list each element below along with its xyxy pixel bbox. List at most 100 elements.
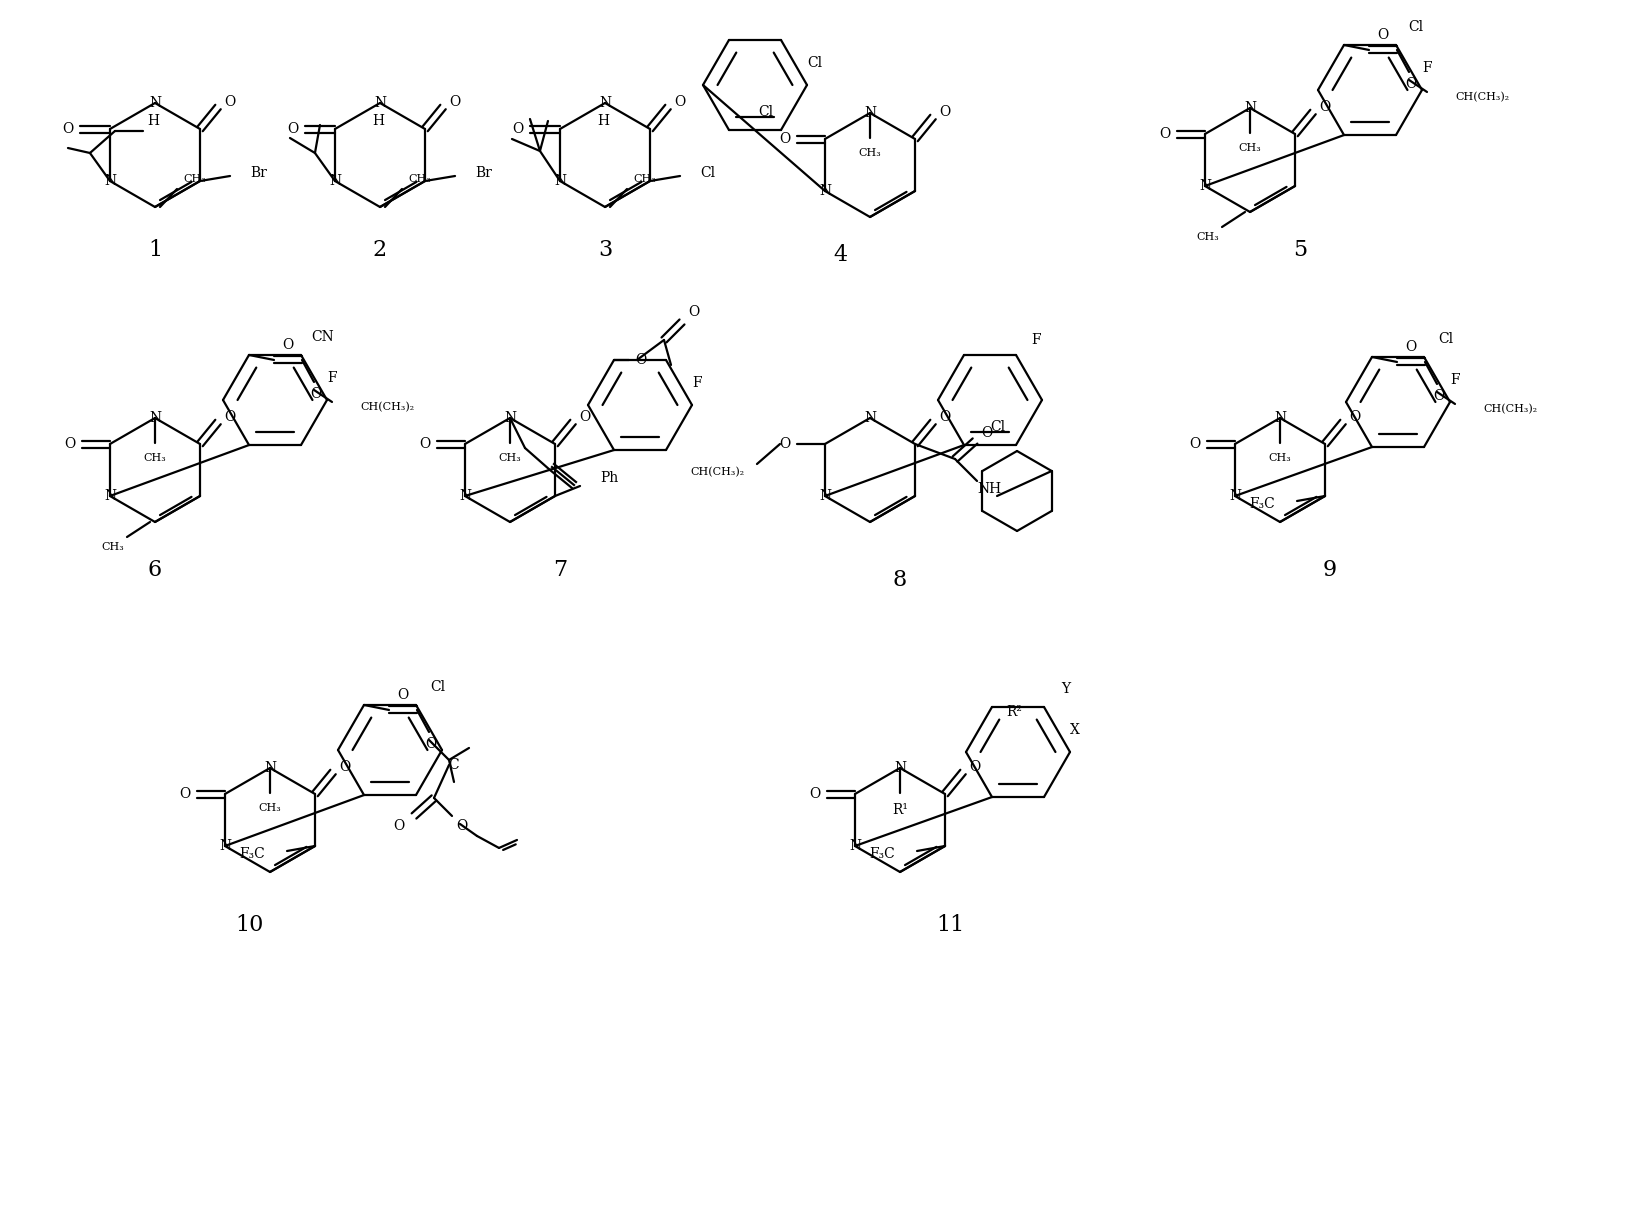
Text: Br: Br (250, 166, 266, 180)
Text: N: N (553, 174, 566, 189)
Text: Cl: Cl (806, 56, 823, 70)
Text: N: N (863, 411, 875, 426)
Text: O: O (1319, 100, 1330, 114)
Text: O: O (1376, 28, 1387, 42)
Text: F: F (1449, 374, 1459, 387)
Text: Cl: Cl (1438, 332, 1452, 346)
Text: CH(CH₃)₂: CH(CH₃)₂ (359, 401, 415, 412)
Text: CH₃: CH₃ (1268, 453, 1291, 463)
Text: O: O (1405, 340, 1415, 354)
Text: 1: 1 (149, 239, 162, 261)
Text: N: N (818, 184, 831, 198)
Text: O: O (938, 410, 950, 424)
Text: 8: 8 (893, 569, 906, 591)
Text: R¹: R¹ (891, 803, 907, 817)
Text: 9: 9 (1322, 559, 1337, 582)
Text: O: O (1433, 389, 1444, 403)
Text: Ph: Ph (599, 472, 619, 485)
Text: O: O (282, 339, 294, 352)
Text: N: N (374, 96, 385, 110)
Text: F: F (692, 376, 702, 391)
Text: N: N (149, 411, 162, 426)
Text: N: N (104, 174, 116, 189)
Text: F₃C: F₃C (240, 848, 264, 861)
Text: H: H (372, 114, 384, 128)
Text: O: O (287, 122, 299, 135)
Text: NH: NH (976, 482, 1000, 496)
Text: Cl: Cl (1407, 21, 1423, 34)
Text: N: N (1244, 102, 1255, 115)
Text: O: O (512, 122, 524, 135)
Text: O: O (1405, 77, 1415, 91)
Text: CH₃: CH₃ (101, 542, 124, 553)
Text: Br: Br (475, 166, 491, 180)
Text: CH₃: CH₃ (144, 453, 166, 463)
Text: N: N (599, 96, 610, 110)
Text: CN: CN (312, 330, 335, 345)
Text: CH(CH₃)₂: CH(CH₃)₂ (1454, 92, 1508, 102)
Text: N: N (818, 488, 831, 503)
Text: F: F (1030, 332, 1040, 347)
Text: R²: R² (1005, 705, 1022, 719)
Text: O: O (224, 96, 235, 109)
Text: O: O (180, 787, 191, 802)
Text: X: X (1069, 723, 1079, 737)
Text: Cl: Cl (431, 679, 446, 694)
Text: CH₃: CH₃ (858, 147, 881, 158)
Text: O: O (969, 760, 981, 774)
Text: O: O (1348, 410, 1359, 424)
Text: O: O (689, 305, 698, 319)
Text: O: O (393, 818, 405, 833)
Text: 3: 3 (597, 239, 612, 261)
Text: N: N (1229, 488, 1240, 503)
Text: 5: 5 (1293, 239, 1306, 261)
Text: CH₃: CH₃ (1196, 232, 1219, 242)
Text: 2: 2 (372, 239, 387, 261)
Text: 6: 6 (149, 559, 162, 582)
Text: N: N (149, 96, 162, 110)
Text: Cl: Cl (700, 166, 715, 180)
Text: O: O (419, 436, 431, 451)
Text: N: N (1273, 411, 1286, 426)
Text: CH₃: CH₃ (408, 174, 431, 184)
Text: Cl: Cl (757, 105, 774, 118)
Text: N: N (849, 839, 860, 854)
Text: N: N (504, 411, 516, 426)
Text: CH₃: CH₃ (498, 453, 521, 463)
Text: O: O (64, 436, 75, 451)
Text: CH(CH₃)₂: CH(CH₃)₂ (1482, 404, 1536, 415)
Text: O: O (455, 818, 467, 833)
Text: O: O (579, 410, 591, 424)
Text: Y: Y (1061, 682, 1071, 696)
Text: 4: 4 (832, 244, 847, 266)
Text: 11: 11 (935, 914, 963, 936)
Text: N: N (1198, 179, 1211, 193)
Text: O: O (674, 96, 685, 109)
Text: N: N (863, 106, 875, 120)
Text: N: N (219, 839, 230, 854)
Text: CH₃: CH₃ (183, 174, 206, 184)
Text: O: O (778, 132, 790, 146)
Text: O: O (809, 787, 821, 802)
Text: CH₃: CH₃ (258, 803, 281, 812)
Text: F₃C: F₃C (1248, 497, 1275, 511)
Text: O: O (424, 737, 436, 751)
Text: F₃C: F₃C (868, 848, 894, 861)
Text: O: O (1188, 436, 1200, 451)
Text: 7: 7 (553, 559, 566, 582)
Text: N: N (104, 488, 116, 503)
Text: O: O (397, 688, 408, 702)
Text: F: F (1421, 60, 1431, 75)
Text: Cl: Cl (991, 420, 1005, 434)
Text: F: F (326, 371, 336, 384)
Text: CH₃: CH₃ (633, 174, 656, 184)
Text: H: H (147, 114, 158, 128)
Text: CH₃: CH₃ (1237, 143, 1260, 154)
Text: O: O (449, 96, 460, 109)
Text: O: O (1159, 127, 1170, 141)
Text: O: O (62, 122, 73, 135)
Text: N: N (328, 174, 341, 189)
Text: O: O (310, 387, 322, 401)
Text: O: O (224, 410, 235, 424)
Text: N: N (459, 488, 470, 503)
